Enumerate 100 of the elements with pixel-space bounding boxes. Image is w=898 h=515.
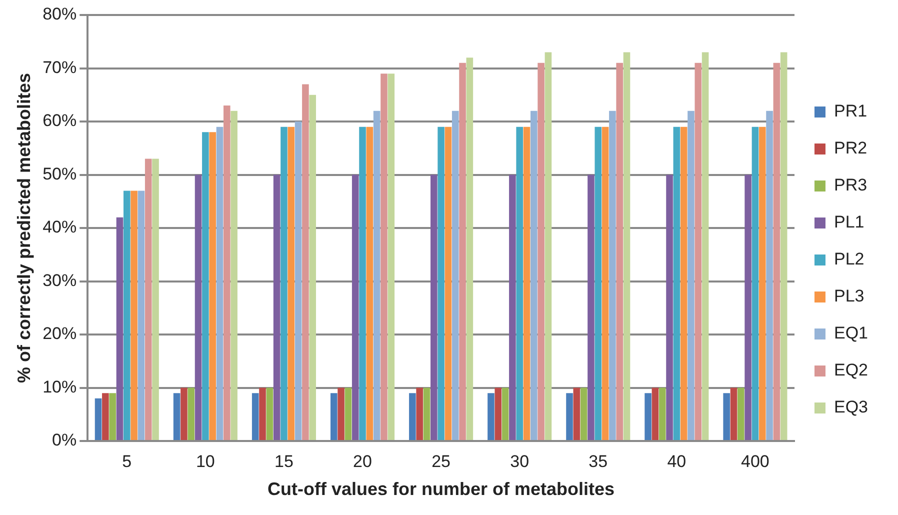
bar [116, 217, 124, 440]
bar [216, 126, 224, 440]
bar [366, 126, 374, 440]
bar [280, 126, 288, 440]
bar [188, 388, 195, 440]
bar [538, 62, 544, 440]
x-tick-label: 400 [741, 452, 770, 471]
x-tick-label: 40 [667, 452, 686, 471]
bar [102, 393, 109, 440]
bar [173, 393, 180, 440]
bar [744, 174, 752, 440]
legend-label: PR2 [834, 138, 868, 158]
bar [180, 388, 188, 440]
bar [609, 110, 616, 440]
y-tick-label: 40% [42, 218, 77, 237]
bar [330, 393, 338, 440]
x-tick-label: 25 [432, 452, 451, 471]
bar [430, 174, 438, 440]
bar [573, 388, 580, 440]
y-tick-label: 10% [42, 377, 77, 396]
bar [352, 174, 359, 440]
x-tick-label: 15 [274, 452, 294, 471]
y-tick-label: 70% [42, 58, 77, 77]
legend-label: PL3 [834, 286, 864, 306]
bar [588, 174, 594, 440]
bar [202, 132, 209, 440]
bar [252, 393, 259, 440]
bar [680, 126, 688, 440]
bar [416, 388, 423, 440]
bar [466, 58, 474, 440]
bar [259, 388, 266, 440]
bar [209, 132, 216, 440]
x-tick-label: 30 [510, 452, 530, 471]
y-tick-label: 0% [52, 430, 77, 450]
bar [438, 126, 444, 440]
x-tick-label: 10 [196, 452, 215, 471]
legend-label: PL1 [834, 212, 864, 232]
bar [580, 388, 588, 440]
bar [130, 190, 138, 440]
bar [652, 388, 659, 440]
bar [452, 110, 459, 440]
bar [388, 74, 395, 440]
x-tick-label: 20 [353, 452, 372, 471]
bar [666, 174, 673, 440]
bar [423, 388, 430, 440]
y-tick-label: 80% [42, 4, 77, 24]
bar [623, 52, 630, 440]
bar [644, 393, 652, 440]
y-tick-label: 50% [42, 164, 77, 184]
bar [224, 106, 230, 440]
y-tick-label: 20% [42, 324, 77, 344]
bar [380, 74, 388, 440]
bar [294, 122, 302, 440]
bar [780, 52, 788, 440]
bar [494, 388, 502, 440]
x-tick-label: 35 [588, 452, 608, 471]
bar [509, 174, 516, 440]
bar [230, 110, 238, 440]
bar [144, 158, 152, 440]
bar [738, 388, 744, 440]
bar [273, 174, 280, 440]
bar [152, 158, 159, 440]
bar [566, 393, 573, 440]
bar [266, 388, 274, 440]
bar [459, 62, 466, 440]
legend-label: EQ1 [834, 324, 868, 343]
bar [616, 62, 623, 440]
bar [602, 126, 609, 440]
bar [109, 393, 116, 440]
bar [409, 393, 416, 440]
bar [673, 126, 680, 440]
legend-label: EQ2 [834, 360, 868, 380]
bar [702, 52, 709, 440]
bar [688, 110, 694, 440]
bar [444, 126, 452, 440]
bar [758, 126, 766, 440]
x-axis-title: Cut-off values for number of metabolites [268, 479, 615, 500]
bar [338, 388, 344, 440]
bar [344, 388, 352, 440]
y-tick-label: 30% [42, 270, 77, 290]
legend-label: PL2 [834, 250, 864, 269]
bar [516, 126, 523, 440]
bar [502, 388, 509, 440]
legend-label: EQ3 [834, 398, 868, 417]
bar [766, 110, 773, 440]
y-axis-title: % of correctly predicted metabolites [14, 72, 34, 384]
bar [594, 126, 602, 440]
bar [544, 52, 552, 440]
legend-label: PR1 [834, 102, 868, 121]
bar [302, 84, 309, 440]
y-tick-label: 60% [42, 111, 77, 130]
bar [723, 393, 730, 440]
bar [730, 388, 738, 440]
bar [194, 174, 202, 440]
bar [309, 94, 316, 440]
bar [94, 398, 102, 440]
bar [288, 126, 295, 440]
bar [694, 62, 702, 440]
legend-label: PR3 [834, 176, 868, 195]
bar [773, 62, 780, 440]
